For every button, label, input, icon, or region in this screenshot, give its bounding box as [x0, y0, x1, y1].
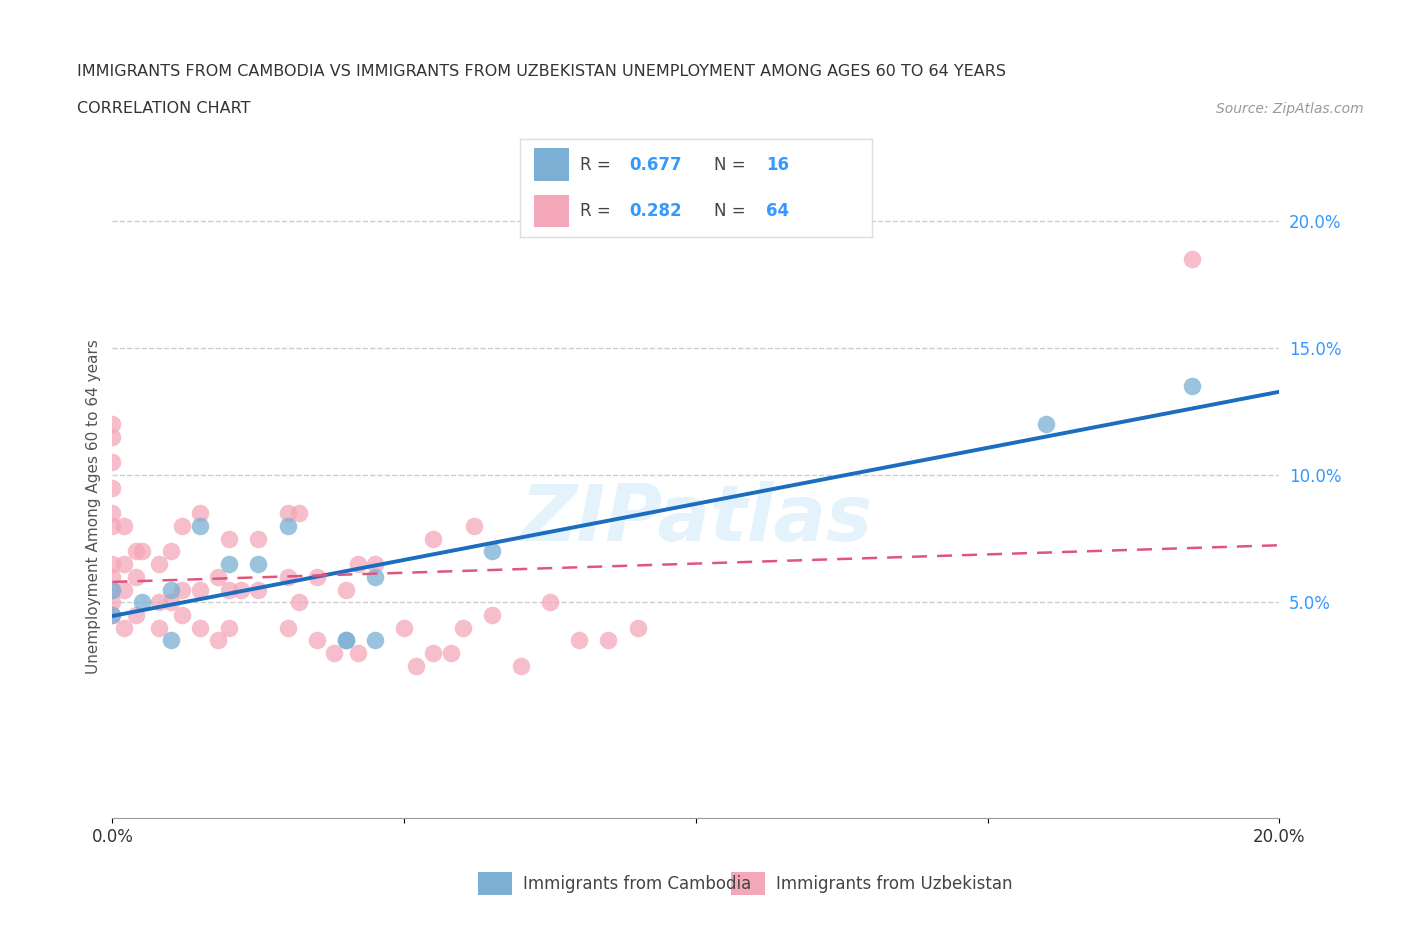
Bar — [731, 872, 765, 895]
Point — [288, 506, 311, 521]
Point — [188, 620, 211, 635]
Point — [509, 658, 531, 673]
Point — [101, 595, 124, 610]
Point — [101, 607, 124, 622]
Point — [160, 595, 183, 610]
Point — [101, 417, 124, 432]
Point — [160, 633, 183, 648]
Point — [131, 595, 153, 610]
Point — [172, 519, 194, 534]
Point — [346, 557, 368, 572]
Point — [112, 620, 135, 635]
Y-axis label: Unemployment Among Ages 60 to 64 years: Unemployment Among Ages 60 to 64 years — [86, 339, 101, 674]
Point — [276, 519, 298, 534]
Bar — [478, 872, 512, 895]
Point — [101, 519, 124, 534]
Point — [305, 633, 328, 648]
Point — [451, 620, 474, 635]
Point — [288, 595, 311, 610]
Point — [207, 569, 229, 584]
Point — [463, 519, 485, 534]
Point — [1035, 417, 1057, 432]
Point — [112, 557, 135, 572]
Point — [335, 582, 357, 597]
Point — [101, 506, 124, 521]
Point — [101, 430, 124, 445]
Point — [364, 633, 387, 648]
Point — [598, 633, 620, 648]
Point — [335, 633, 357, 648]
Point — [392, 620, 416, 635]
Point — [1181, 379, 1204, 393]
Text: ZIPatlas: ZIPatlas — [520, 482, 872, 557]
Point — [364, 557, 387, 572]
Point — [276, 569, 298, 584]
Point — [229, 582, 252, 597]
Point — [305, 569, 328, 584]
Point — [481, 607, 503, 622]
Point — [148, 595, 170, 610]
Text: CORRELATION CHART: CORRELATION CHART — [77, 101, 250, 116]
Text: Source: ZipAtlas.com: Source: ZipAtlas.com — [1216, 102, 1364, 116]
Point — [101, 480, 124, 495]
Point — [148, 620, 170, 635]
Point — [323, 645, 346, 660]
Text: R =: R = — [581, 202, 616, 219]
Text: 64: 64 — [766, 202, 789, 219]
Text: 0.282: 0.282 — [630, 202, 682, 219]
Point — [1181, 251, 1204, 266]
Point — [125, 544, 148, 559]
Point — [626, 620, 648, 635]
Point — [188, 582, 211, 597]
Point — [101, 582, 124, 597]
Point — [247, 531, 270, 546]
Point — [188, 506, 211, 521]
Point — [160, 582, 183, 597]
Point — [160, 544, 183, 559]
Point — [101, 557, 124, 572]
Point — [276, 620, 298, 635]
Point — [346, 645, 368, 660]
Point — [364, 569, 387, 584]
Point — [440, 645, 463, 660]
Point — [247, 557, 270, 572]
Point — [131, 544, 153, 559]
Text: N =: N = — [714, 156, 751, 174]
Point — [276, 506, 298, 521]
Text: Immigrants from Uzbekistan: Immigrants from Uzbekistan — [776, 874, 1012, 893]
Point — [335, 633, 357, 648]
Point — [112, 519, 135, 534]
Point — [172, 582, 194, 597]
Point — [101, 607, 124, 622]
Point — [481, 544, 503, 559]
Text: N =: N = — [714, 202, 751, 219]
Point — [125, 607, 148, 622]
Point — [101, 582, 124, 597]
Point — [101, 569, 124, 584]
Point — [405, 658, 427, 673]
Bar — [534, 195, 569, 228]
Point — [538, 595, 561, 610]
Point — [218, 557, 240, 572]
Point — [207, 633, 229, 648]
Text: IMMIGRANTS FROM CAMBODIA VS IMMIGRANTS FROM UZBEKISTAN UNEMPLOYMENT AMONG AGES 6: IMMIGRANTS FROM CAMBODIA VS IMMIGRANTS F… — [77, 64, 1007, 79]
Text: 16: 16 — [766, 156, 789, 174]
Point — [568, 633, 591, 648]
Text: R =: R = — [581, 156, 616, 174]
Point — [101, 455, 124, 470]
Text: Immigrants from Cambodia: Immigrants from Cambodia — [523, 874, 751, 893]
Text: 0.677: 0.677 — [630, 156, 682, 174]
Bar — [534, 148, 569, 180]
Point — [247, 582, 270, 597]
Point — [148, 557, 170, 572]
Point — [218, 582, 240, 597]
Point — [422, 645, 444, 660]
Point — [112, 582, 135, 597]
Point — [125, 569, 148, 584]
Point — [218, 620, 240, 635]
Point — [218, 531, 240, 546]
Point — [188, 519, 211, 534]
Point — [172, 607, 194, 622]
Point — [422, 531, 444, 546]
